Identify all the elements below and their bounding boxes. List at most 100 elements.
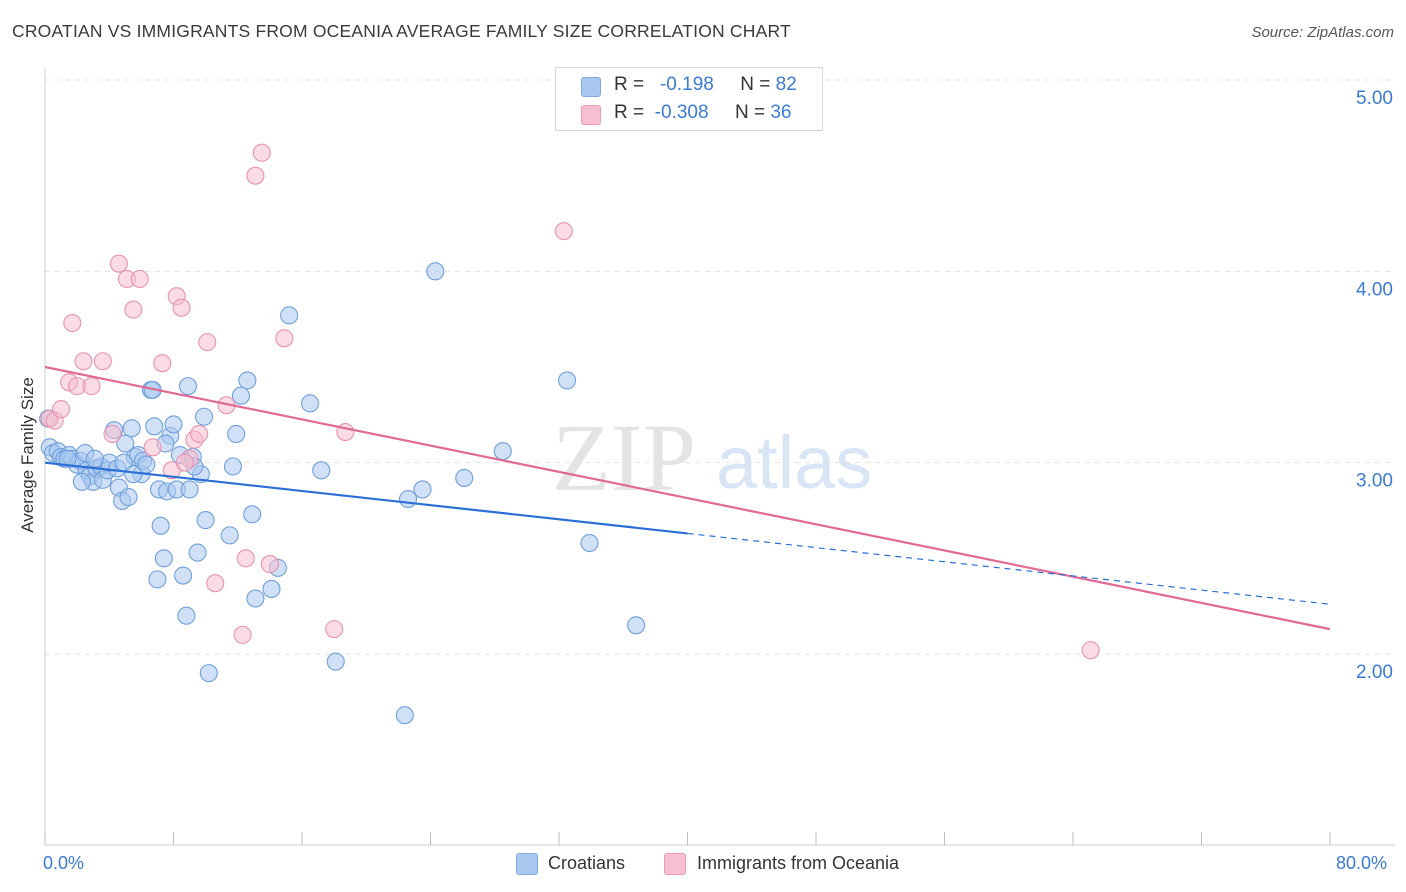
oceania-point	[325, 620, 344, 639]
oceania-point	[124, 300, 143, 319]
stats-swatch-croatians	[581, 77, 601, 97]
croatians-trend-line	[44, 461, 688, 535]
croatians-point	[223, 457, 242, 476]
legend-swatch-croatians	[516, 853, 538, 875]
croatians-point	[178, 377, 198, 396]
croatians-point	[116, 434, 135, 453]
oceania-point	[153, 354, 172, 373]
oceania-point	[190, 424, 209, 444]
croatians-point	[151, 516, 170, 535]
scatter-points	[39, 143, 1100, 725]
stats-box: R = -0.198 N = 82 R = -0.308 N = 36	[555, 67, 823, 131]
croatians-point	[580, 533, 599, 553]
croatians-point	[493, 442, 512, 461]
croatians-point	[557, 371, 577, 390]
oceania-point	[82, 377, 101, 396]
croatians-point	[188, 543, 207, 562]
oceania-point	[236, 549, 255, 568]
oceania-point	[52, 400, 71, 419]
oceania-point	[1081, 641, 1100, 660]
oceania-point	[143, 438, 162, 457]
n-label: N =	[740, 74, 771, 95]
watermark: ZIP atlas	[552, 404, 872, 511]
croatians-point	[196, 511, 215, 530]
croatians-point	[177, 606, 196, 625]
oceania-point	[252, 143, 271, 162]
oceania-point	[275, 329, 294, 348]
x-max-label: 80.0%	[1336, 853, 1388, 873]
watermark-zip: ZIP	[552, 404, 696, 511]
croatians-point	[413, 480, 432, 499]
n-label: N =	[734, 102, 766, 123]
y-tick-label: 2.00	[1356, 662, 1393, 683]
oceania-point	[260, 555, 279, 574]
y-tick-label: 5.00	[1356, 88, 1393, 109]
y-tick-label: 4.00	[1356, 279, 1393, 300]
croatians-point	[398, 489, 418, 509]
legend-label-oceania: Immigrants from Oceania	[697, 853, 900, 873]
stats-swatch-oceania	[581, 105, 601, 125]
croatians-point	[199, 664, 218, 683]
croatians-point	[227, 424, 246, 444]
x-min-label: 0.0%	[43, 853, 85, 873]
oceania-point	[246, 166, 265, 185]
n-value: 82	[775, 74, 797, 95]
n-value: 36	[770, 102, 792, 123]
oceania-point	[172, 298, 191, 317]
oceania-point	[233, 625, 252, 644]
oceania-point	[198, 333, 217, 352]
croatians-point	[119, 488, 138, 507]
oceania-point	[130, 269, 149, 289]
croatians-point	[326, 652, 345, 671]
croatians-point	[148, 570, 167, 589]
croatians-point	[220, 526, 239, 545]
croatians-point	[246, 589, 265, 608]
legend-label-croatians: Croatians	[548, 853, 626, 873]
oceania-point	[109, 254, 128, 273]
chart-title: CROATIAN VS IMMIGRANTS FROM OCEANIA AVER…	[12, 21, 791, 41]
croatians-point	[312, 461, 331, 480]
r-label: R =	[614, 74, 645, 95]
croatians-point	[243, 505, 262, 524]
croatians-point	[174, 566, 193, 585]
trend-lines	[44, 365, 1331, 631]
grid-lines	[45, 79, 1395, 655]
oceania-point	[554, 222, 573, 241]
croatians-point	[180, 480, 199, 499]
croatians-point	[262, 579, 281, 598]
croatians-point	[426, 262, 445, 281]
oceania-point	[206, 574, 225, 593]
croatians-point	[627, 616, 646, 635]
y-tick-labels: 2.00 3.00 4.00 5.00	[1356, 88, 1393, 683]
croatians-point	[164, 415, 183, 434]
croatians-point	[300, 394, 320, 413]
r-value: -0.198	[659, 74, 714, 95]
croatians-point	[145, 417, 164, 436]
watermark-atlas: atlas	[716, 421, 872, 504]
croatians-point	[122, 419, 141, 438]
croatians-point	[85, 449, 104, 468]
y-tick-label: 3.00	[1356, 471, 1393, 492]
croatians-point	[238, 371, 257, 390]
r-value: -0.308	[654, 102, 709, 123]
croatians-point	[72, 472, 91, 491]
oceania-trend-line	[44, 365, 1331, 631]
oceania-point	[63, 313, 82, 333]
stats-row-oceania: R = -0.308 N = 36	[556, 102, 822, 128]
source-label: Source: ZipAtlas.com	[1251, 24, 1394, 41]
croatians-point	[194, 407, 214, 426]
y-axis-label: Average Family Size	[18, 377, 37, 533]
croatians-point	[58, 449, 77, 468]
oceania-point	[93, 352, 112, 371]
oceania-point	[103, 424, 122, 444]
oceania-point	[74, 352, 93, 371]
croatians-point	[395, 706, 414, 725]
r-label: R =	[614, 102, 645, 123]
legend-swatch-oceania	[664, 853, 686, 875]
croatians-point	[280, 306, 299, 325]
croatians-trend-extension	[687, 532, 1331, 605]
croatians-point	[154, 549, 173, 568]
oceania-point	[175, 453, 194, 472]
croatians-point	[231, 386, 251, 405]
